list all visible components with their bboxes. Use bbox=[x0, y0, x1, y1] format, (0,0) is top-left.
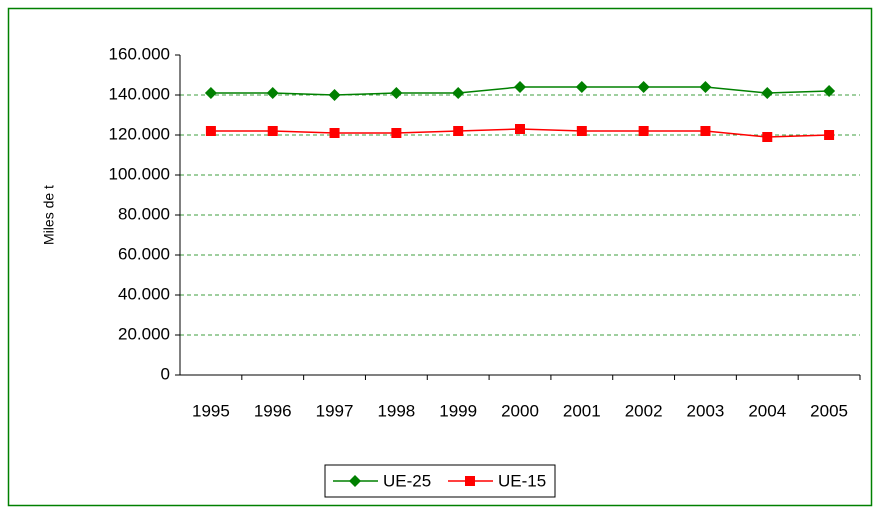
data-point bbox=[761, 87, 774, 99]
legend-label: UE-25 bbox=[383, 471, 431, 490]
legend-label: UE-15 bbox=[498, 471, 546, 490]
chart-border bbox=[7, 7, 873, 507]
data-point bbox=[823, 85, 836, 97]
data-point bbox=[575, 81, 588, 93]
x-tick-label: 2001 bbox=[563, 401, 601, 420]
x-tick-label: 1998 bbox=[377, 401, 415, 420]
data-point bbox=[515, 124, 525, 134]
x-tick-label: 1997 bbox=[316, 401, 354, 420]
data-point bbox=[452, 87, 465, 99]
x-tick-label: 1995 bbox=[192, 401, 230, 420]
y-axis-label: Miles de t bbox=[41, 185, 57, 245]
data-point bbox=[638, 126, 649, 136]
y-tick-label: 0 bbox=[161, 364, 170, 383]
data-point bbox=[205, 126, 216, 136]
data-point bbox=[514, 81, 526, 93]
y-tick-label: 20.000 bbox=[118, 324, 170, 343]
legend-marker bbox=[349, 475, 361, 487]
x-tick-label: 1996 bbox=[254, 401, 292, 420]
x-tick-label: 2003 bbox=[687, 401, 725, 420]
y-tick-label: 120.000 bbox=[109, 124, 170, 143]
y-tick-label: 80.000 bbox=[118, 204, 170, 223]
y-tick-label: 60.000 bbox=[118, 244, 170, 263]
data-point bbox=[453, 126, 464, 136]
data-point bbox=[204, 87, 217, 99]
y-tick-label: 40.000 bbox=[118, 284, 170, 303]
x-tick-label: 1999 bbox=[439, 401, 477, 420]
y-tick-label: 140.000 bbox=[109, 84, 170, 103]
x-tick-label: 2000 bbox=[501, 401, 539, 420]
data-point bbox=[699, 81, 712, 93]
data-point bbox=[391, 128, 402, 138]
data-point bbox=[762, 132, 773, 142]
data-point bbox=[576, 126, 587, 136]
data-point bbox=[329, 128, 340, 138]
x-tick-label: 2005 bbox=[810, 401, 848, 420]
x-tick-label: 2004 bbox=[748, 401, 786, 420]
data-point bbox=[637, 81, 650, 93]
y-tick-label: 160.000 bbox=[109, 44, 170, 63]
data-point bbox=[267, 126, 278, 136]
data-point bbox=[824, 130, 835, 140]
data-point bbox=[328, 89, 341, 101]
data-point bbox=[700, 126, 711, 136]
y-tick-label: 100.000 bbox=[109, 164, 170, 183]
data-point bbox=[390, 87, 403, 99]
x-tick-label: 2002 bbox=[625, 401, 663, 420]
legend-marker bbox=[465, 476, 475, 486]
data-point bbox=[266, 87, 279, 99]
